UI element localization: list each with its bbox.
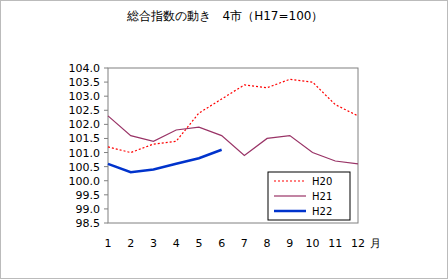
y-tick [104,166,108,167]
series-line [108,79,358,152]
y-tick-label: 99.5 [76,189,101,202]
legend: H20 H21 H22 [268,172,350,220]
x-tick-label: 4 [173,237,180,250]
legend-swatch [274,180,306,181]
x-tick-label: 3 [150,237,157,250]
y-tick-label: 101.0 [69,147,101,160]
x-tick-label: 7 [241,237,248,250]
legend-label: H22 [312,206,332,217]
x-tick-label: 12 [351,237,365,250]
y-tick [104,180,108,181]
y-tick-label: 104.0 [69,62,101,75]
y-tick [104,68,108,69]
y-tick-label: 103.5 [69,76,101,89]
x-tick-label: 5 [195,237,202,250]
x-tick-label: 8 [264,237,271,250]
legend-box [268,172,350,220]
y-tick [104,223,108,224]
y-tick-label: 102.0 [69,118,101,131]
title: 総合指数の動き 4市（H17=100） [126,9,324,23]
legend-label: H20 [312,176,332,187]
y-tick [104,96,108,97]
x-axis-label: 月 [370,237,381,250]
x-tick-label: 6 [218,237,225,250]
y-tick-label: 102.5 [69,104,101,117]
y-tick [104,124,108,125]
legend-swatch [274,195,306,196]
chart: 総合指数の動き 4市（H17=100） 98.599.099.5100.0100.… [0,0,448,279]
y-tick-label: 101.5 [69,132,101,145]
x-tick-label: 11 [328,237,342,250]
y-tick-label: 103.0 [69,90,101,103]
y-tick-label: 99.0 [76,203,101,216]
series-line [108,116,358,164]
legend-label: H21 [312,191,332,202]
y-tick [104,194,108,195]
series-line [108,150,222,173]
x-tick-label: 10 [306,237,320,250]
y-tick [104,208,108,209]
outer-frame [1,1,448,279]
x-tick-label: 9 [286,237,293,250]
y-tick-label: 100.0 [69,175,101,188]
x-tick-label: 2 [127,237,134,250]
y-tick [104,82,108,83]
y-tick [104,152,108,153]
y-tick [104,110,108,111]
y-tick-label: 100.5 [69,161,101,174]
legend-swatch [274,210,306,213]
x-tick-label: 1 [105,237,112,250]
y-tick [104,138,108,139]
plot-frame [108,68,358,223]
y-tick-label: 98.5 [76,217,101,230]
plot-area [108,79,358,172]
